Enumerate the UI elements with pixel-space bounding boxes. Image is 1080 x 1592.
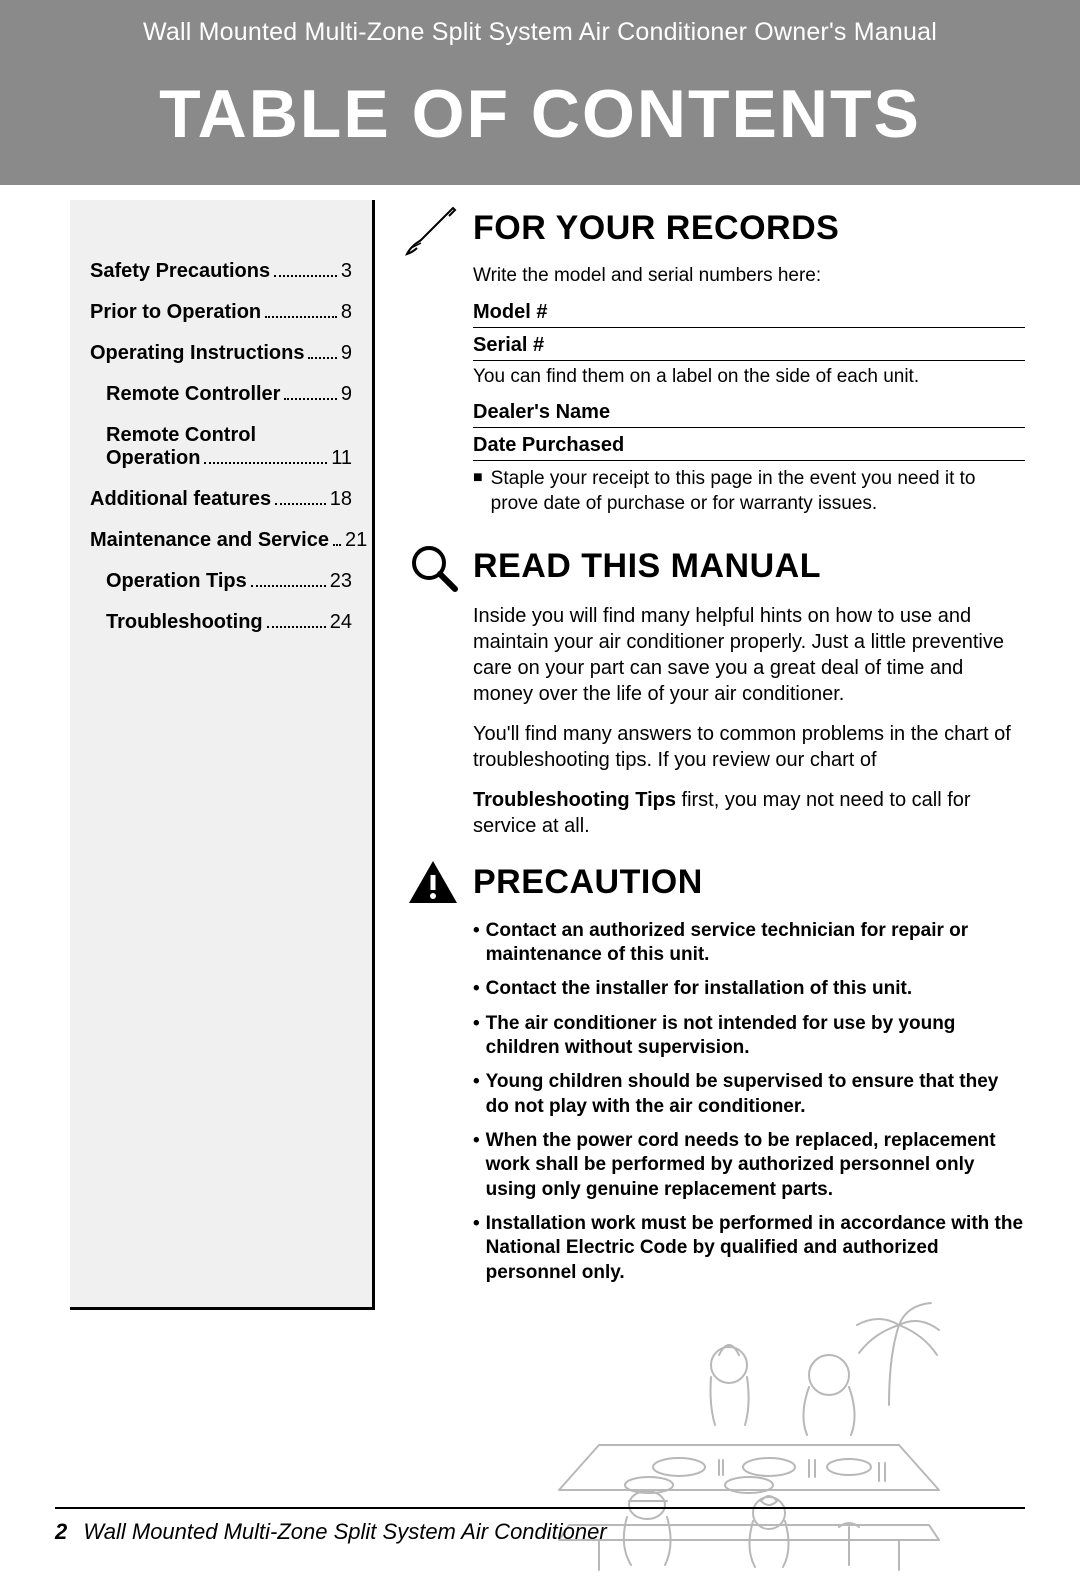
precaution-item-text: When the power cord needs to be replaced… [486,1129,1025,1202]
precaution-body: Contact an authorized service technician… [405,919,1025,1592]
toc-page: 24 [330,611,352,634]
toc-entry: Operating Instructions 9 [90,342,352,365]
precaution-item: Installation work must be performed in a… [473,1212,1025,1285]
toc-label: Prior to Operation [90,301,261,324]
staple-note: ■ Staple your receipt to this page in th… [473,467,1025,516]
toc-entry: Troubleshooting 24 [90,611,352,634]
records-title: FOR YOUR RECORDS [473,209,839,248]
records-intro: Write the model and serial numbers here: [473,264,1025,289]
footer-page: 2 [55,1519,67,1544]
toc-entry: Maintenance and Service21 [90,529,352,552]
toc-entry: Prior to Operation 8 [90,301,352,324]
square-bullet-icon: ■ [473,467,483,516]
toc-label: Remote Controller [106,383,280,406]
toc-label: Remote Control [106,424,352,447]
toc-entry: Remote ControlOperation 11 [90,424,352,470]
toc-dots [267,626,326,628]
footer-text: Wall Mounted Multi-Zone Split System Air… [83,1519,606,1544]
precaution-item: When the power cord needs to be replaced… [473,1129,1025,1202]
toc-label: Operating Instructions [90,342,304,365]
precaution-item: Contact an authorized service technician… [473,919,1025,968]
precaution-item-text: Contact an authorized service technician… [486,919,1025,968]
toc-entry: Safety Precautions 3 [90,260,352,283]
precaution-item-text: Young children should be supervised to e… [486,1070,1025,1119]
warning-icon [405,855,461,911]
toc-entry: Additional features 18 [90,488,352,511]
precaution-item: Contact the installer for installation o… [473,977,1025,1001]
read-heading: READ THIS MANUAL [405,539,1025,595]
precaution-title: PRECAUTION [473,863,703,902]
read-body: Inside you will find many helpful hints … [405,603,1025,839]
toc-dots [308,357,336,359]
precaution-list: Contact an authorized service technician… [473,919,1025,1285]
precaution-item: Young children should be supervised to e… [473,1070,1025,1119]
magnifier-icon [405,539,461,595]
toc-label: Operation Tips [106,570,247,593]
records-heading: FOR YOUR RECORDS [405,200,1025,256]
toc-label: Troubleshooting [106,611,263,634]
toc-page: 9 [341,383,352,406]
precaution-item-text: The air conditioner is not intended for … [486,1012,1025,1061]
toc-box: Safety Precautions 3 Prior to Operation 8 Op… [70,200,375,1310]
toc-page: 11 [331,447,352,470]
toc-label: Additional features [90,488,271,511]
toc-dots [251,585,326,587]
toc-dots [274,275,337,277]
footer: 2 Wall Mounted Multi-Zone Split System A… [55,1519,607,1545]
read-p2: You'll find many answers to common probl… [473,721,1025,773]
footer-rule [55,1507,1025,1509]
toc-dots [204,462,327,464]
serial-field: Serial # [473,330,1025,361]
content-area: Safety Precautions 3 Prior to Operation 8 Op… [0,200,1080,1592]
precaution-item-text: Installation work must be performed in a… [486,1212,1025,1285]
records-body: Write the model and serial numbers here:… [405,264,1025,517]
staple-text: Staple your receipt to this page in the … [491,467,1025,516]
read-p1: Inside you will find many helpful hints … [473,603,1025,707]
dealer-field: Dealer's Name [473,397,1025,428]
toc-label: Operation [106,447,200,470]
records-find-note: You can find them on a label on the side… [473,365,1025,390]
toc-page: 21 [345,529,367,552]
toc-page: 8 [341,301,352,324]
precaution-item-text: Contact the installer for installation o… [486,977,912,1001]
precaution-item: The air conditioner is not intended for … [473,1012,1025,1061]
header-band: Wall Mounted Multi-Zone Split System Air… [0,0,1080,185]
toc-entry: Operation Tips 23 [90,570,352,593]
toc-entry: Remote Controller 9 [90,383,352,406]
toc-page: 9 [341,342,352,365]
precaution-heading: PRECAUTION [405,855,1025,911]
date-field: Date Purchased [473,430,1025,461]
toc-label: Safety Precautions [90,260,270,283]
header-subtitle: Wall Mounted Multi-Zone Split System Air… [0,18,1080,47]
read-title: READ THIS MANUAL [473,547,821,586]
read-p3-bold: Troubleshooting Tips [473,789,676,811]
right-column: FOR YOUR RECORDS Write the model and ser… [405,200,1025,1592]
family-illustration [473,1295,1025,1592]
toc-page: 23 [330,570,352,593]
toc-dots [275,503,326,505]
header-title: TABLE OF CONTENTS [0,75,1080,153]
toc-dots [265,316,337,318]
toc-dots [284,398,336,400]
toc-label: Maintenance and Service [90,529,329,552]
toc-page: 18 [330,488,352,511]
model-field: Model # [473,297,1025,328]
toc-page: 3 [341,260,352,283]
read-p3: Troubleshooting Tips first, you may not … [473,787,1025,839]
toc-dots [333,544,341,546]
pen-icon [405,200,461,256]
